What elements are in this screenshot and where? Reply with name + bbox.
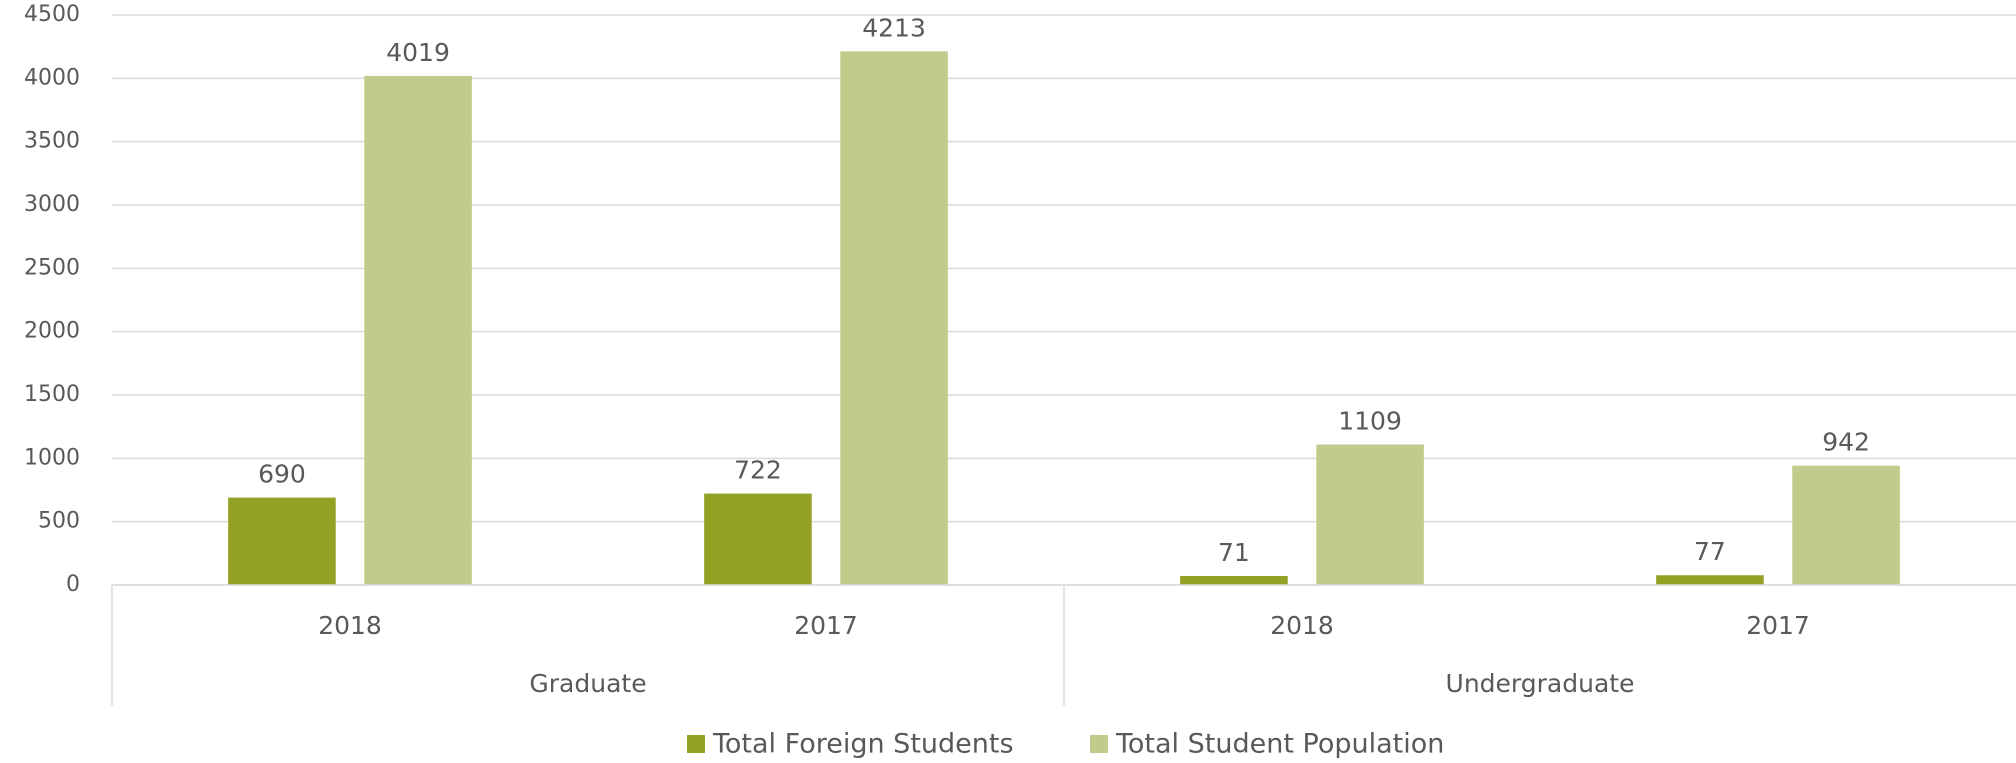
bar: [228, 497, 336, 585]
y-tick-label: 2000: [24, 319, 80, 344]
x-tick-label: 2018: [1270, 611, 1334, 640]
x-tick-label: 2017: [1746, 611, 1810, 640]
y-tick-label: 0: [66, 572, 80, 597]
data-label: 71: [1218, 538, 1250, 567]
data-label: 4019: [386, 38, 450, 67]
y-tick-label: 2500: [24, 255, 80, 280]
group-label: Undergraduate: [1446, 669, 1635, 698]
legend-label: Total Student Population: [1115, 729, 1444, 760]
bar: [840, 51, 948, 585]
data-label: 77: [1694, 537, 1726, 566]
y-tick-label: 1500: [24, 382, 80, 407]
y-tick-label: 1000: [24, 445, 80, 470]
data-label: 942: [1822, 428, 1870, 457]
bar: [704, 493, 812, 585]
bar: [1316, 444, 1424, 585]
bar: [1656, 575, 1764, 585]
bar: [1180, 576, 1288, 585]
y-tick-label: 4500: [24, 2, 80, 27]
bar: [1792, 465, 1900, 585]
legend-swatch: [1090, 735, 1108, 753]
y-tick-label: 500: [38, 509, 80, 534]
data-label: 722: [734, 456, 782, 485]
group-label: Graduate: [529, 669, 646, 698]
y-tick-label: 4000: [24, 65, 80, 90]
data-label: 1109: [1338, 407, 1402, 436]
y-tick-label: 3000: [24, 192, 80, 217]
x-tick-label: 2018: [318, 611, 382, 640]
legend-swatch: [687, 735, 705, 753]
y-tick-label: 3500: [24, 129, 80, 154]
data-label: 4213: [862, 13, 926, 42]
x-tick-label: 2017: [794, 611, 858, 640]
legend-label: Total Foreign Students: [712, 729, 1014, 760]
bar: [364, 75, 472, 585]
data-label: 690: [258, 460, 306, 489]
